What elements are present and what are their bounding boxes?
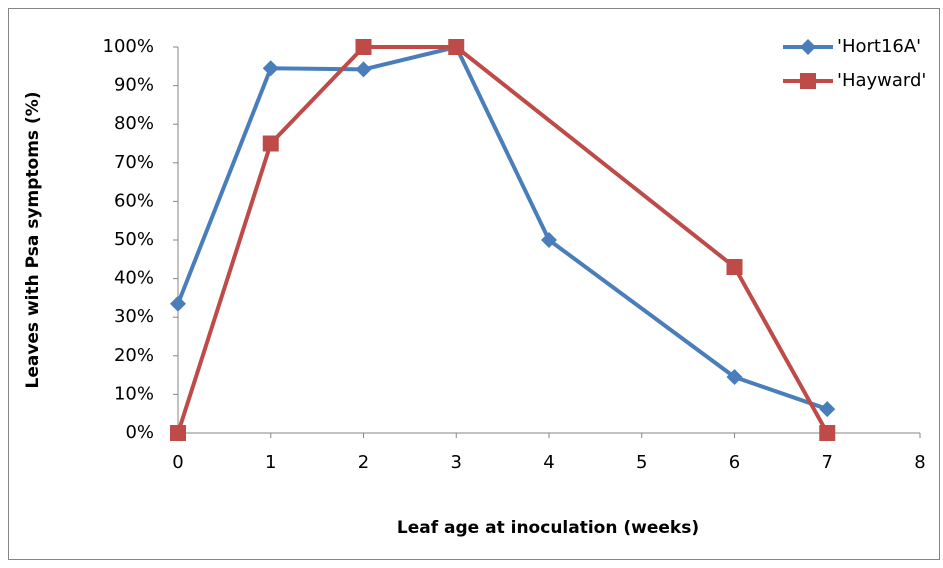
data-point	[170, 295, 186, 312]
data-point	[170, 425, 186, 441]
y-tick-label: 10%	[114, 383, 154, 404]
data-point	[726, 259, 743, 276]
y-tick-label: 30%	[114, 306, 154, 327]
x-tick-label: 4	[543, 452, 554, 473]
y-tick-label: 70%	[114, 152, 154, 173]
y-axis-title: Leaves with Psa symptoms (%)	[23, 91, 43, 388]
data-point	[262, 60, 279, 77]
legend-marker	[800, 73, 816, 89]
series-line	[176, 45, 829, 434]
legend-label: 'Hayward'	[837, 70, 926, 91]
y-tick-label: 90%	[114, 75, 154, 96]
data-point	[355, 39, 372, 55]
x-tick-label: 0	[172, 452, 183, 473]
y-tick-label: 50%	[114, 229, 154, 250]
legend-marker	[800, 39, 816, 55]
data-point	[541, 232, 557, 248]
y-tick-label: 40%	[114, 268, 154, 289]
x-axis-title: Leaf age at inoculation (weeks)	[397, 518, 699, 538]
data-point	[355, 61, 372, 78]
legend-label: 'Hort16A'	[837, 36, 921, 57]
x-tick-label: 7	[822, 452, 833, 473]
chart-frame	[8, 8, 940, 560]
y-tick-label: 60%	[114, 190, 154, 211]
data-point	[262, 135, 279, 152]
y-tick-label: 80%	[114, 113, 154, 134]
x-tick-label: 1	[265, 452, 276, 473]
y-tick-label: 0%	[125, 422, 154, 443]
x-tick-label: 2	[358, 452, 369, 473]
x-tick-label: 5	[636, 452, 647, 473]
data-point	[819, 401, 836, 418]
data-point	[819, 425, 836, 441]
y-tick-label: 100%	[103, 36, 154, 57]
data-point	[726, 369, 743, 386]
y-tick-label: 20%	[114, 345, 154, 366]
x-tick-label: 6	[729, 452, 740, 473]
x-tick-label: 3	[451, 452, 462, 473]
data-point	[448, 39, 465, 55]
x-tick-label: 8	[914, 452, 925, 473]
